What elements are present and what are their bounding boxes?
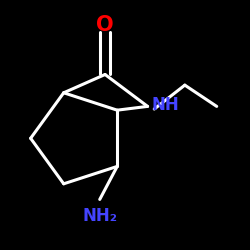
Text: NH₂: NH₂ [82, 208, 117, 226]
Text: O: O [96, 15, 114, 35]
Text: NH: NH [152, 96, 179, 114]
